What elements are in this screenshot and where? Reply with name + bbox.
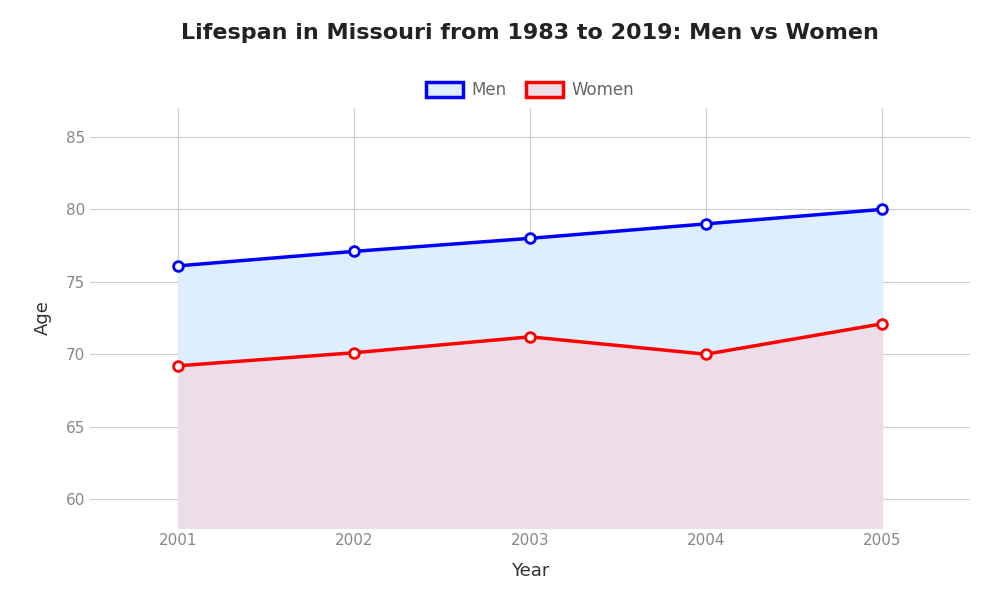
Legend: Men, Women: Men, Women [419, 74, 641, 106]
Y-axis label: Age: Age [34, 301, 52, 335]
X-axis label: Year: Year [511, 562, 549, 580]
Title: Lifespan in Missouri from 1983 to 2019: Men vs Women: Lifespan in Missouri from 1983 to 2019: … [181, 23, 879, 43]
